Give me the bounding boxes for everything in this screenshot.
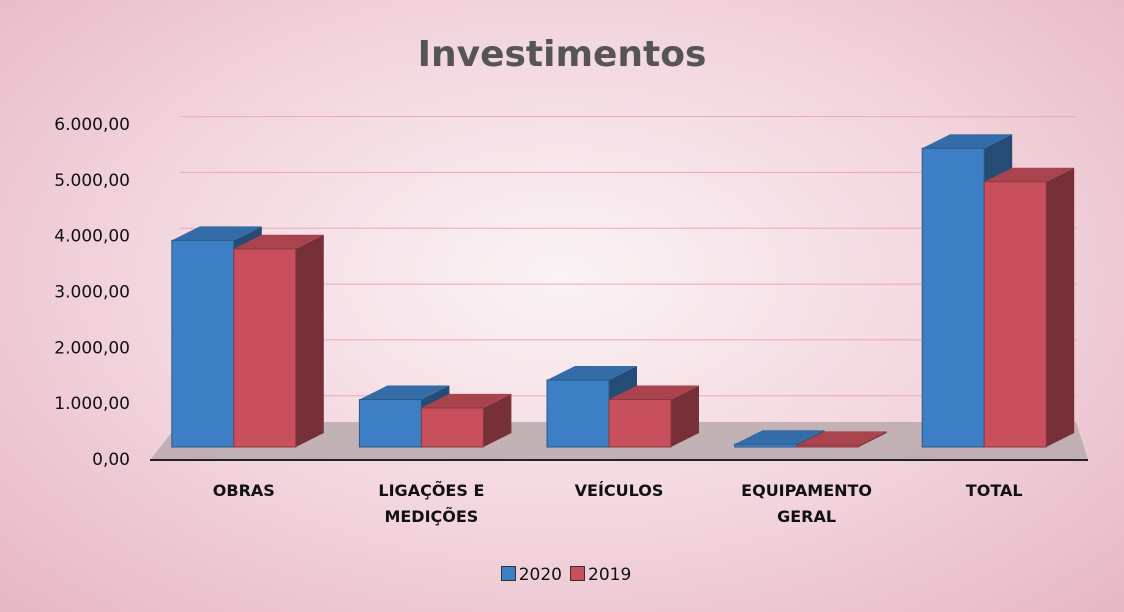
bar	[921, 147, 985, 448]
bar-top	[984, 167, 1075, 182]
y-tick-label: 3.000,00	[54, 283, 130, 303]
bar	[608, 399, 672, 448]
bar	[171, 239, 235, 448]
y-tick-label: 2.000,00	[54, 338, 130, 358]
x-tick-label: OBRAS	[212, 481, 275, 500]
bar-top	[171, 226, 262, 241]
y-tick-label: 4.000,00	[54, 227, 130, 247]
bar	[983, 181, 1047, 448]
x-tick-label: VEÍCULOS	[574, 481, 664, 500]
bar-top	[609, 385, 699, 400]
bar-side	[858, 431, 887, 447]
bar-top	[233, 234, 324, 249]
bar-top	[421, 393, 512, 408]
y-tick-label: 1.000,00	[54, 394, 130, 414]
bar-side	[295, 234, 324, 447]
bar-top	[734, 430, 825, 445]
bar	[233, 248, 297, 448]
bar	[734, 443, 798, 448]
bar	[796, 444, 860, 448]
bar-top	[922, 134, 1013, 149]
bar-top	[547, 366, 637, 380]
bar-side	[483, 393, 512, 447]
bar-side	[671, 385, 699, 447]
bar	[358, 399, 422, 448]
legend-swatch	[570, 566, 585, 581]
bar-top	[359, 385, 450, 400]
chart-title: Investimentos	[417, 34, 707, 75]
y-tick-label: 0,00	[92, 450, 130, 470]
x-tick-label: EQUIPAMENTO GERAL	[741, 481, 873, 526]
bar-side	[1046, 167, 1075, 447]
bar-top	[796, 431, 887, 446]
legend-label: 2020	[518, 565, 562, 585]
legend-swatch	[500, 566, 516, 581]
y-tick-label: 5.000,00	[54, 171, 130, 191]
y-tick-label: 6.000,00	[54, 115, 130, 135]
x-tick-label: LIGAÇÕES E MEDIÇÕES	[378, 481, 485, 526]
x-tick-label: TOTAL	[965, 481, 1023, 500]
bar	[546, 379, 610, 448]
legend-label: 2019	[588, 565, 632, 585]
legend: 2020 2019	[0, 565, 1124, 585]
bar	[420, 407, 484, 448]
